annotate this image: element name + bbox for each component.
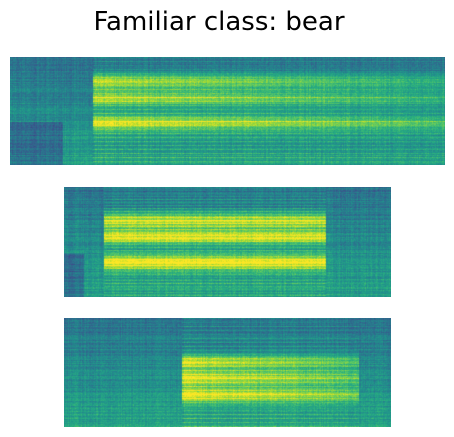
spectrogram-2 bbox=[64, 187, 391, 297]
spectrogram-1 bbox=[10, 57, 445, 165]
spectrogram-3 bbox=[64, 318, 391, 427]
figure-title: Familiar class: bear bbox=[93, 7, 345, 37]
